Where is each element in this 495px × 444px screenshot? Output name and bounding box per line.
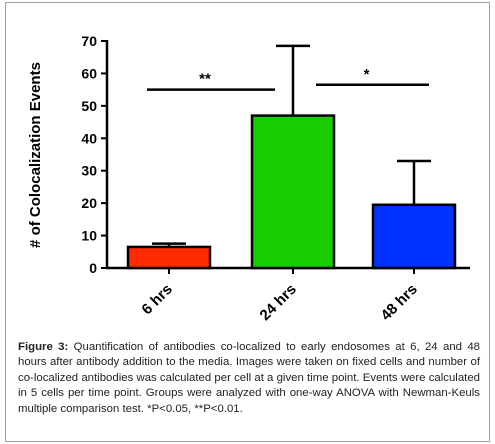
figure-frame xyxy=(5,2,490,442)
y-tick-label: 60 xyxy=(81,65,97,81)
x-tick-label: 6 hrs xyxy=(138,281,175,318)
x-tick-label: 24 hrs xyxy=(257,281,300,324)
y-tick-label: 40 xyxy=(81,130,97,146)
bar xyxy=(371,203,457,270)
figure-caption: Figure 3: Quantification of antibodies c… xyxy=(18,340,480,417)
x-tick-label: 48 hrs xyxy=(378,281,421,324)
y-tick-label: 10 xyxy=(81,228,97,244)
significance-label: ** xyxy=(199,71,211,88)
bar xyxy=(126,245,212,270)
y-tick-label: 70 xyxy=(81,33,97,49)
y-axis-label: # of Colocalization Events xyxy=(27,62,44,248)
caption-label: Figure 3: xyxy=(18,341,69,353)
bar xyxy=(250,114,336,270)
caption-text: Quantification of antibodies co-localize… xyxy=(18,341,480,415)
y-tick-label: 0 xyxy=(89,260,97,276)
significance-label: * xyxy=(364,66,370,83)
bar-chart: # of Colocalization Events ** * 010203040… xyxy=(27,33,470,324)
y-tick-label: 20 xyxy=(81,195,97,211)
y-tick-label: 30 xyxy=(81,163,97,179)
y-tick-label: 50 xyxy=(81,98,97,114)
